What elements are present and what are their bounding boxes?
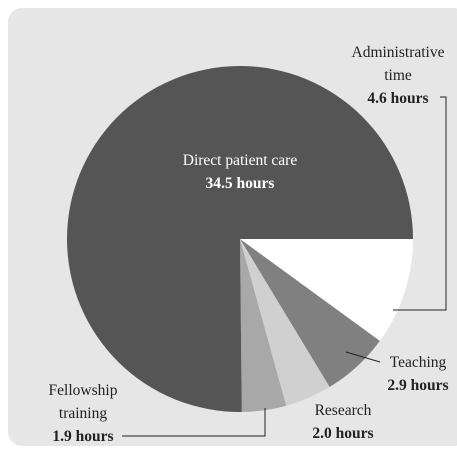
leader-line bbox=[345, 351, 381, 363]
value-label: 2.0 hours bbox=[312, 425, 374, 442]
value-label: 34.5 hours bbox=[205, 175, 275, 192]
pie-slice bbox=[240, 239, 330, 406]
slice-label: Research 2.0 hours bbox=[298, 399, 388, 445]
slice-label: Teaching 2.9 hours bbox=[380, 351, 456, 397]
category-label: Administrative time bbox=[351, 44, 445, 84]
slice-label: Administrative time 4.6 hours bbox=[343, 41, 453, 110]
slice-label: Fellowship training 1.9 hours bbox=[36, 379, 131, 448]
category-label: Direct patient care bbox=[182, 152, 298, 169]
pie-slice bbox=[240, 239, 413, 341]
pie-slice bbox=[240, 239, 380, 388]
pie bbox=[66, 65, 414, 412]
leader-line bbox=[393, 96, 447, 311]
category-label: Fellowship training bbox=[48, 382, 118, 422]
value-label: 1.9 hours bbox=[52, 428, 114, 445]
value-label: 2.9 hours bbox=[387, 377, 449, 394]
value-label: 4.6 hours bbox=[367, 90, 429, 107]
pie-slice bbox=[66, 65, 414, 412]
slice-label: Direct patient care 34.5 hours bbox=[140, 149, 340, 195]
pie-slice bbox=[240, 239, 287, 412]
category-label: Teaching bbox=[389, 354, 447, 371]
leader-line bbox=[122, 408, 266, 437]
category-label: Research bbox=[314, 402, 372, 419]
